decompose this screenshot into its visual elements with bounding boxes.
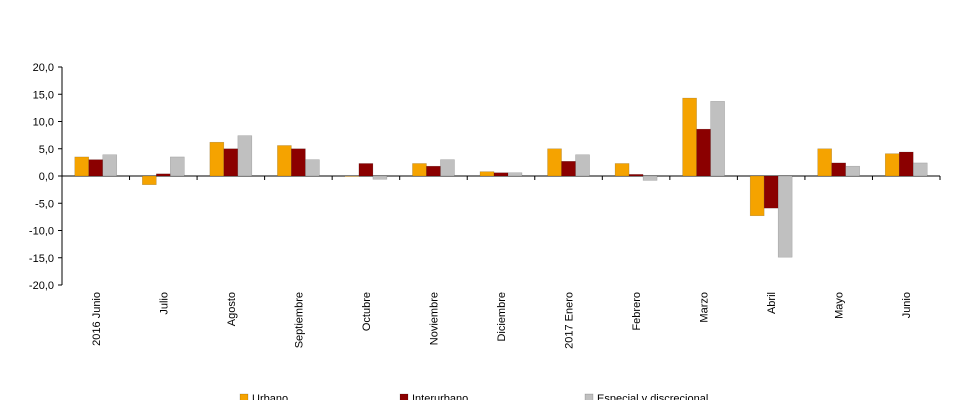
bar-interurbano (561, 161, 576, 177)
bar-interurbano (493, 172, 509, 177)
bar-especial-y-discrecional (845, 165, 860, 177)
bar-interurbano (358, 163, 374, 177)
category-label: Marzo (699, 292, 711, 323)
bar-urbano (749, 175, 765, 217)
bar-especial-y-discrecional (642, 175, 658, 181)
y-tick-label: -15,0 (29, 253, 54, 265)
category-label: Abril (766, 292, 778, 314)
y-tick-label: -5,0 (35, 198, 54, 210)
legend-label: Urbano (252, 393, 288, 400)
bar-interurbano (426, 165, 441, 177)
y-tick-label: 15,0 (33, 89, 54, 101)
bar-especial-y-discrecional (170, 156, 185, 177)
bar-interurbano (88, 159, 104, 177)
bar-urbano (817, 148, 832, 177)
category-label: Octubre (361, 292, 373, 331)
bar-interurbano (898, 151, 914, 177)
category-label: Febrero (631, 292, 643, 331)
category-label: Junio (901, 292, 913, 318)
bar-interurbano (763, 175, 779, 209)
category-label: 2017 Enero (564, 292, 576, 349)
bar-especial-y-discrecional (777, 175, 793, 258)
bar-interurbano (628, 174, 644, 177)
bar-urbano (209, 141, 225, 177)
category-label: Diciembre (496, 292, 508, 342)
bar-urbano (682, 97, 697, 177)
bar-interurbano (291, 148, 306, 177)
bar-especial-y-discrecional (440, 159, 455, 177)
bar-urbano (277, 145, 292, 177)
legend-label: Interurbano (412, 393, 468, 400)
bar-interurbano (223, 148, 239, 177)
category-label: Septiembre (293, 292, 305, 348)
bar-interurbano (831, 162, 846, 177)
bar-especial-y-discrecional (102, 154, 118, 177)
legend-swatch (399, 393, 409, 403)
category-labels: 2016 Junio Julio Agosto Septiembre Octubre No… (91, 292, 913, 349)
bar-especial-y-discrecional (710, 101, 725, 177)
y-tick-label: 5,0 (39, 144, 54, 156)
bar-urbano (614, 163, 630, 177)
bar-especial-y-discrecional (237, 135, 253, 177)
bar-urbano (884, 153, 900, 177)
bar-especial-y-discrecional (305, 159, 320, 177)
category-label: Mayo (834, 292, 846, 319)
axes: 20,0 15,0 10,0 5,0 0,0 -5,0 -10,0 -15,0 -20,0 (29, 62, 941, 292)
bar-interurbano (156, 173, 171, 177)
category-label: Noviembre (428, 292, 440, 345)
bar-especial-y-discrecional (372, 175, 388, 180)
category-label: Agosto (226, 292, 238, 326)
legend: Urbano Interurbano Especial y discrecional (239, 393, 708, 405)
bar-especial-y-discrecional (912, 162, 928, 177)
legend-swatch (239, 393, 249, 403)
y-tick-label: -20,0 (29, 280, 54, 292)
bars (74, 97, 928, 258)
y-tick-label: 0,0 (39, 171, 54, 183)
bar-urbano (479, 171, 495, 177)
y-tick-label: 10,0 (33, 117, 54, 129)
bar-especial-y-discrecional (507, 172, 523, 177)
y-tick-label: -10,0 (29, 226, 54, 238)
category-label: 2016 Junio (91, 292, 103, 346)
bar-urbano (547, 148, 562, 177)
bar-urbano (142, 175, 157, 185)
bar-interurbano (696, 128, 711, 177)
bar-urbano (344, 175, 360, 177)
bar-urbano (74, 156, 90, 177)
bar-urbano (412, 163, 427, 177)
bar-especial-y-discrecional (575, 154, 590, 177)
category-label: Julio (158, 292, 170, 315)
legend-label: Especial y discrecional (597, 393, 708, 400)
legend-swatch (584, 393, 594, 403)
y-tick-label: 20,0 (33, 62, 54, 74)
